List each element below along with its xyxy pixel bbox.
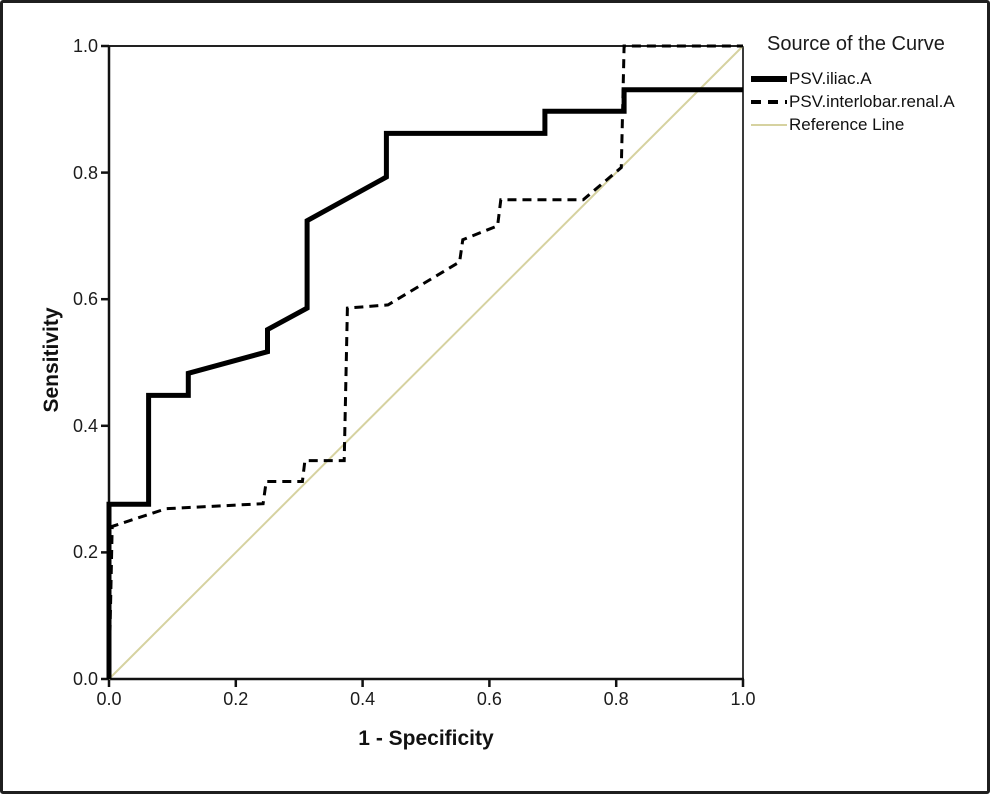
legend-item-label: Reference Line bbox=[789, 114, 905, 134]
x-tick-label: 0.4 bbox=[350, 689, 376, 709]
x-axis-ticks bbox=[107, 679, 745, 687]
legend-item-psv-interlobar: PSV.interlobar.renal.A bbox=[751, 90, 987, 113]
x-tick-label: 0.6 bbox=[476, 689, 502, 709]
legend-item-label: PSV.iliac.A bbox=[789, 68, 872, 88]
y-tick-label: 1.0 bbox=[72, 36, 98, 56]
y-tick-label: 0.0 bbox=[72, 669, 98, 689]
x-axis-label: 1 - Specificity bbox=[358, 727, 494, 750]
x-tick-label: 0.8 bbox=[603, 689, 629, 709]
legend-title: Source of the Curve bbox=[767, 33, 945, 55]
roc-plot-canvas bbox=[101, 44, 745, 687]
x-tick-label: 0.2 bbox=[223, 689, 249, 709]
legend-thick-solid-line-icon bbox=[751, 75, 787, 82]
legend-reference-line-icon bbox=[751, 123, 787, 126]
legend-dashed-line-icon bbox=[751, 99, 787, 104]
reference-line bbox=[108, 45, 744, 680]
y-tick-label: 0.8 bbox=[72, 162, 98, 183]
legend-item-reference: Reference Line bbox=[751, 113, 987, 136]
legend: Source of the Curve PSV.iliac.A PSV.inte… bbox=[751, 33, 987, 136]
legend-item-label: PSV.interlobar.renal.A bbox=[789, 91, 955, 111]
roc-curve-psv-interlobar-renal-a bbox=[107, 44, 743, 680]
roc-curve-psv-iliac-a bbox=[106, 87, 743, 679]
x-tick-label: 0.0 bbox=[96, 689, 122, 709]
y-tick-label: 0.2 bbox=[72, 542, 98, 563]
y-axis-label: Sensitivity bbox=[40, 307, 63, 413]
y-tick-label: 0.6 bbox=[72, 289, 98, 310]
x-tick-label: 1.0 bbox=[730, 689, 756, 709]
y-tick-label: 0.4 bbox=[72, 415, 98, 436]
legend-item-psv-iliac: PSV.iliac.A bbox=[751, 67, 987, 90]
